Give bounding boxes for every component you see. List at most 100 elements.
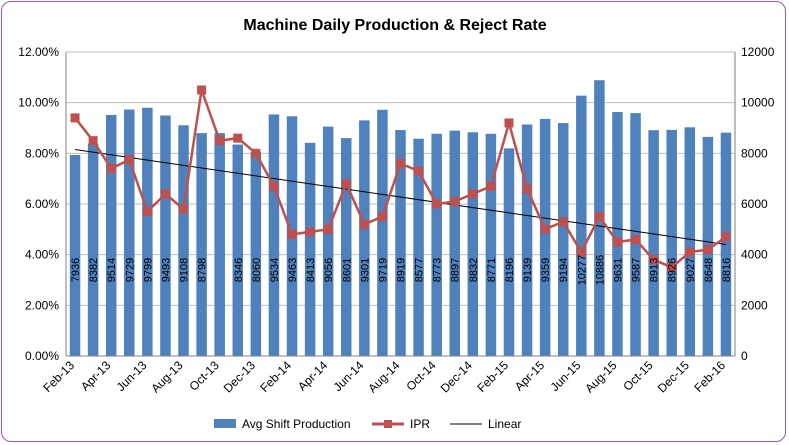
y-left-tick-label: 4.00% [25,248,59,262]
bar [539,118,551,356]
ipr-marker [450,196,460,206]
x-tick-label: Jun-15 [548,358,584,394]
ipr-marker [88,136,98,146]
bar-value-label: 9631 [612,258,624,282]
x-tick-label: Feb-16 [691,358,728,395]
trendline-series [74,149,727,246]
ipr-marker [269,181,279,191]
bar-value-label: 7936 [70,258,82,282]
bar-value-label: 8926 [667,258,679,282]
x-tick-label: Oct-14 [403,358,439,394]
x-tick-label: Dec-13 [221,358,258,395]
ipr-marker [631,234,641,244]
ipr-marker [215,136,225,146]
x-tick-label: Dec-14 [438,358,475,395]
ipr-marker [576,247,586,257]
bar-value-label: 8060 [251,258,263,282]
ipr-marker [341,179,351,189]
bar [395,130,406,356]
linear-trendline [74,149,727,246]
legend-swatch-bar [214,419,236,428]
bar [521,124,533,356]
bar-value-label: 9493 [160,258,172,282]
bar [250,151,262,356]
bar [69,154,81,356]
legend-label-linear: Linear [488,417,521,431]
bar-value-label: 9056 [323,258,335,282]
bar-value-label: 9719 [377,258,389,282]
ipr-marker [305,227,315,237]
bar [485,133,497,356]
bar-value-label: 8798 [197,258,209,282]
bar [666,129,677,356]
bar-value-label: 8897 [450,258,462,282]
bar-value-label: 9108 [179,258,191,282]
bar-value-label: 8816 [721,258,733,282]
ipr-marker [667,262,677,272]
ipr-marker [540,224,550,234]
x-tick-label: Jun-14 [331,358,367,394]
bar-value-label: 8382 [88,258,100,282]
ipr-marker [558,217,568,227]
ipr-marker [251,148,261,158]
x-tick-label: Apr-14 [295,358,331,394]
ipr-marker [685,247,695,257]
bar [105,114,117,356]
bar-value-label: 8648 [703,258,715,282]
bar-value-label: 8413 [305,258,317,282]
bar-value-label: 8919 [396,258,408,282]
bar [503,148,515,356]
ipr-marker [468,189,478,199]
ipr-marker [179,204,189,214]
legend-label-production: Avg Shift Production [242,417,351,431]
bar-value-label: 9139 [522,258,534,282]
bar-value-label: 9514 [106,258,118,282]
y-right-tick-label: 2000 [741,298,768,312]
bar-value-label: 8577 [414,258,426,282]
ipr-marker [612,237,622,247]
legend: Avg Shift Production IPR Linear [214,417,521,431]
ipr-marker [414,166,424,176]
bar-value-label: 10886 [594,255,606,286]
bar [413,138,424,356]
x-tick-label: Aug-14 [365,358,402,395]
bar-value-label: 8832 [468,258,480,282]
bar-value-label: 9027 [685,258,697,282]
x-tick-label: Oct-15 [620,358,656,394]
x-tick-label: Jun-13 [114,358,150,394]
bar [214,133,225,356]
bar-value-label: 8346 [233,258,245,282]
x-tick-label: Apr-13 [78,358,114,394]
bar [557,123,569,357]
x-tick-label: Aug-13 [148,358,185,395]
ipr-marker [106,164,116,174]
bar [178,125,189,356]
bar-series [69,80,732,357]
bar-value-label: 9534 [269,258,281,282]
y-right-tick-label: 12000 [741,45,775,59]
bar-value-label: 8913 [649,258,661,282]
y-right-tick-label: 0 [741,349,748,363]
y-right-tick-label: 8000 [741,146,768,160]
ipr-marker [432,199,442,209]
bar [630,113,641,356]
y-left-tick-label: 8.00% [25,146,59,160]
bar-value-label: 8196 [504,258,516,282]
ipr-marker [359,219,369,229]
bar-value-label: 9301 [359,258,371,282]
bar-value-label: 9587 [631,258,643,282]
x-tick-label: Dec-15 [655,358,692,395]
x-tick-label: Feb-15 [474,358,511,395]
bar [359,120,370,356]
y-left-tick-label: 0.00% [25,349,59,363]
y-left-tick-label: 6.00% [25,197,59,211]
bar [341,138,352,356]
bar-value-label: 9359 [540,258,552,282]
bar [612,112,623,356]
bar-value-label: 10277 [576,255,588,286]
ipr-marker [160,189,170,199]
bar [684,127,696,356]
x-tick-label: Feb-14 [257,358,294,395]
bar [576,95,587,357]
